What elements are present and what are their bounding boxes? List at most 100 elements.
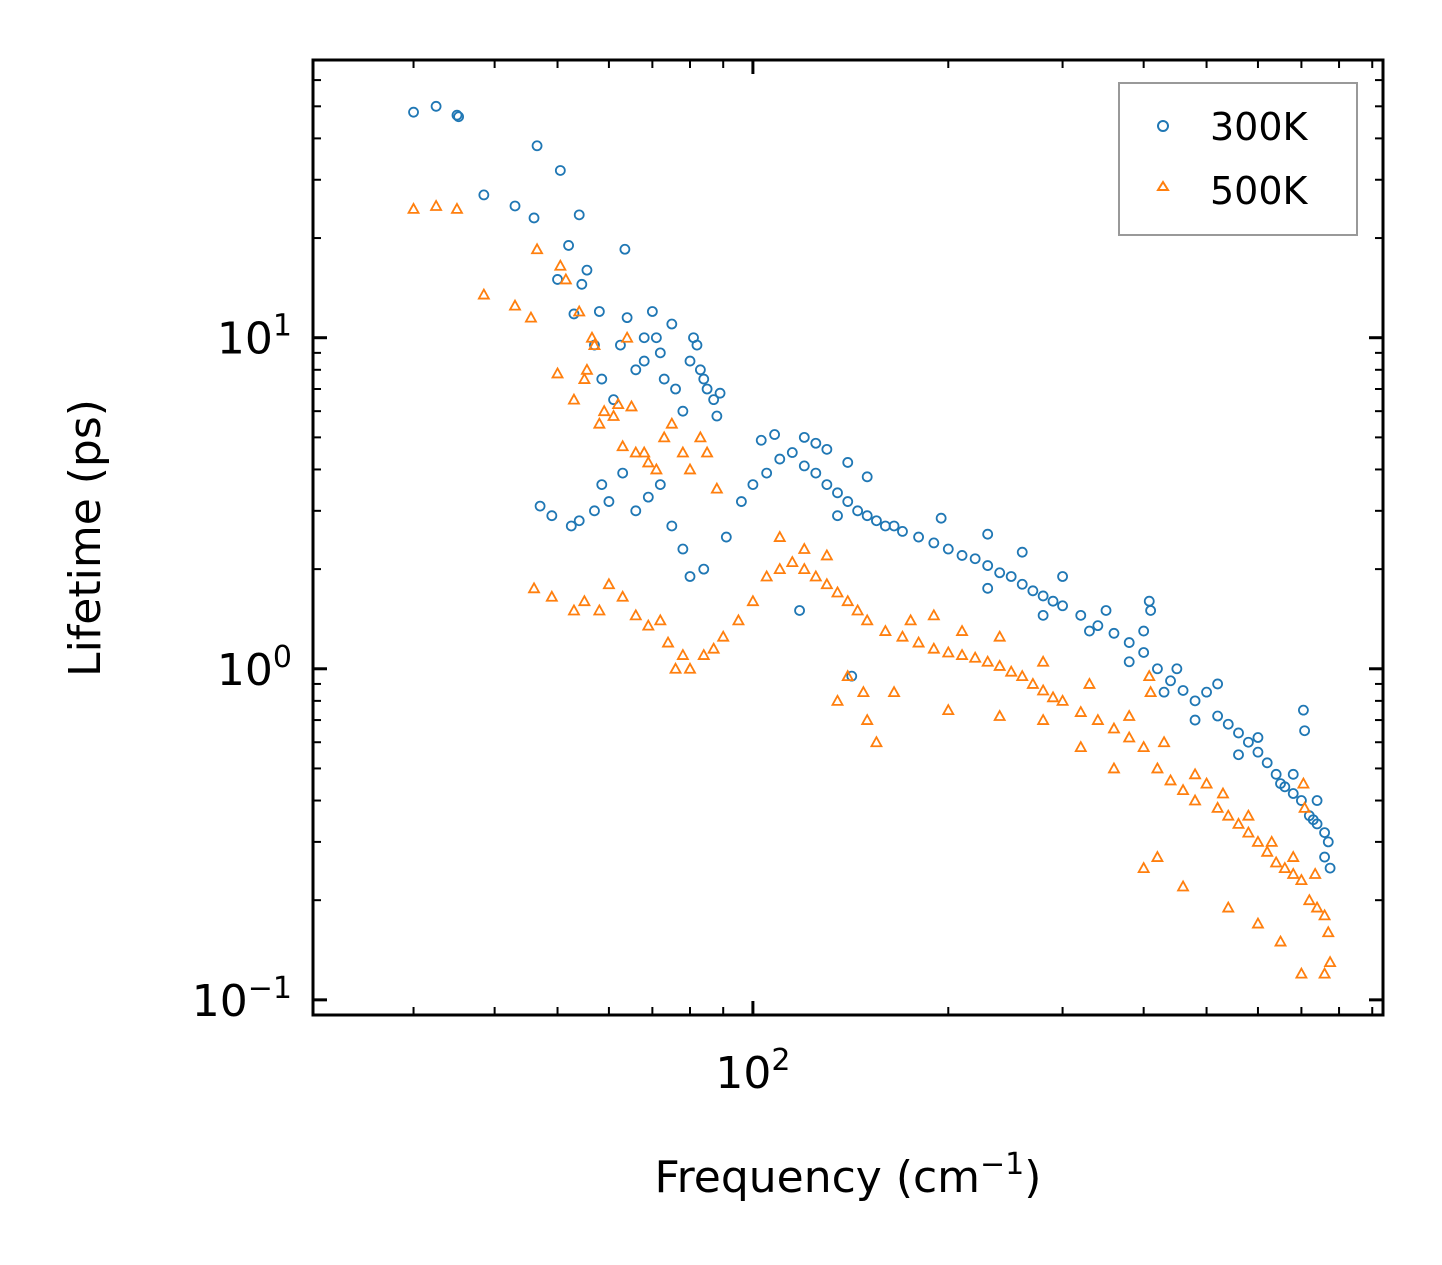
data-point	[650, 332, 662, 344]
data-point	[1016, 578, 1028, 590]
data-point	[1200, 776, 1214, 789]
data-point	[1123, 637, 1135, 648]
data-point	[810, 437, 822, 449]
data-point	[550, 366, 565, 379]
data-point	[1188, 793, 1202, 806]
data-point	[941, 645, 955, 658]
data-point	[573, 209, 585, 221]
data-point	[1037, 590, 1049, 602]
data-point	[596, 373, 608, 385]
data-point	[430, 100, 442, 112]
data-point	[577, 594, 591, 607]
data-point	[646, 306, 658, 317]
data-point	[553, 258, 567, 271]
data-point	[546, 510, 558, 522]
data-point	[1171, 663, 1183, 675]
data-point	[755, 434, 767, 446]
data-point	[1137, 740, 1151, 753]
data-point	[1137, 861, 1151, 874]
data-point	[602, 577, 616, 590]
data-point	[856, 685, 870, 698]
legend: 300K 500K	[1118, 82, 1358, 236]
data-point	[1142, 669, 1156, 682]
data-point	[1157, 735, 1171, 748]
data-point	[851, 603, 865, 616]
data-point	[735, 496, 747, 507]
data-point	[451, 109, 463, 121]
data-point	[798, 460, 810, 472]
data-point	[1318, 966, 1332, 979]
data-point	[1016, 546, 1028, 558]
data-point	[1176, 783, 1190, 796]
data-point	[797, 562, 811, 575]
data-point	[707, 641, 721, 654]
data-point	[842, 496, 854, 507]
data-point	[955, 648, 969, 660]
data-point	[665, 416, 679, 429]
data-point	[747, 479, 759, 491]
data-point	[567, 603, 581, 616]
legend-marker-500k	[1156, 180, 1170, 191]
data-point	[683, 661, 697, 674]
data-point	[1322, 836, 1334, 848]
data-point	[1323, 955, 1337, 968]
data-point	[861, 471, 873, 483]
data-point	[649, 462, 663, 475]
data-point	[478, 189, 490, 201]
data-point	[698, 563, 710, 575]
data-point	[1027, 585, 1039, 597]
data-point	[860, 613, 874, 626]
data-point	[1261, 757, 1273, 769]
data-point	[1092, 620, 1104, 632]
data-point	[797, 542, 811, 554]
data-point	[927, 608, 941, 621]
data-point	[624, 399, 639, 412]
data-point	[407, 202, 421, 214]
data-point	[927, 641, 941, 654]
data-point	[1243, 736, 1254, 748]
data-point	[841, 669, 855, 682]
data-point	[629, 608, 643, 621]
data-point	[1310, 900, 1324, 913]
data-point	[1164, 773, 1178, 786]
data-point	[1144, 685, 1158, 698]
data-point	[1212, 710, 1224, 722]
data-point	[1324, 862, 1336, 874]
data-point	[638, 332, 650, 344]
data-point	[592, 416, 606, 429]
data-point	[1188, 767, 1202, 780]
data-point	[669, 661, 683, 674]
data-point	[994, 567, 1006, 579]
data-point	[830, 585, 845, 598]
data-point	[670, 383, 681, 395]
data-point	[611, 397, 625, 410]
data-point	[1026, 677, 1040, 689]
series-500K	[407, 199, 1337, 979]
data-point	[1294, 873, 1308, 885]
data-point	[830, 694, 845, 706]
data-point	[1296, 776, 1310, 789]
data-point	[1005, 571, 1017, 582]
legend-label-500k: 500K	[1210, 169, 1309, 213]
data-point	[1201, 686, 1212, 698]
data-point	[913, 531, 924, 543]
data-point	[528, 212, 540, 224]
data-point	[589, 505, 600, 517]
data-point	[1176, 879, 1190, 892]
data-point	[716, 629, 730, 642]
data-point	[708, 394, 720, 406]
data-point	[1165, 675, 1176, 687]
data-point	[1122, 709, 1136, 721]
data-point	[774, 453, 786, 465]
data-point	[982, 560, 994, 571]
data-point	[1286, 867, 1300, 879]
legend-box	[1118, 82, 1358, 236]
data-point	[879, 520, 891, 532]
data-point	[1189, 714, 1201, 726]
plot-frame	[311, 58, 1385, 1017]
data-point	[710, 481, 724, 494]
data-point	[1252, 746, 1264, 758]
data-point	[1015, 669, 1029, 682]
data-point	[593, 306, 605, 317]
